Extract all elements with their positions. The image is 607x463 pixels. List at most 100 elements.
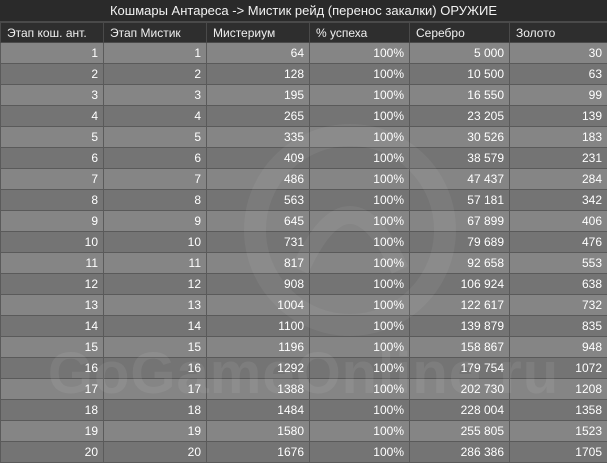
table-cell: 100% <box>310 232 410 253</box>
table-cell: 13 <box>1 295 104 316</box>
table-cell: 1196 <box>207 337 310 358</box>
table-cell: 106 924 <box>410 274 510 295</box>
column-header: Серебро <box>410 23 510 43</box>
column-header: Этап Мистик <box>104 23 207 43</box>
table-cell: 15 <box>104 337 207 358</box>
table-cell: 16 <box>1 358 104 379</box>
table-cell: 5 <box>104 127 207 148</box>
table-cell: 12 <box>104 274 207 295</box>
table-cell: 286 386 <box>410 442 510 463</box>
table-cell: 100% <box>310 379 410 400</box>
table-cell: 20 <box>104 442 207 463</box>
data-table: Этап кош. ант. Этап Мистик Мистериум % у… <box>0 22 607 463</box>
table-cell: 100% <box>310 421 410 442</box>
table-cell: 122 617 <box>410 295 510 316</box>
table-cell: 202 730 <box>410 379 510 400</box>
table-cell: 63 <box>510 64 607 85</box>
table-cell: 11 <box>1 253 104 274</box>
column-header: Золото <box>510 23 607 43</box>
table-cell: 64 <box>207 43 310 64</box>
table-cell: 67 899 <box>410 211 510 232</box>
table-cell: 5 000 <box>410 43 510 64</box>
table-cell: 79 689 <box>410 232 510 253</box>
table-cell: 30 526 <box>410 127 510 148</box>
table-cell: 99 <box>510 85 607 106</box>
table-cell: 100% <box>310 358 410 379</box>
table-cell: 5 <box>1 127 104 148</box>
table-cell: 2 <box>104 64 207 85</box>
table-cell: 1 <box>1 43 104 64</box>
table-cell: 638 <box>510 274 607 295</box>
table-cell: 17 <box>1 379 104 400</box>
table-cell: 1072 <box>510 358 607 379</box>
table-cell: 1 <box>104 43 207 64</box>
table-cell: 1676 <box>207 442 310 463</box>
table-cell: 100% <box>310 190 410 211</box>
table-cell: 139 <box>510 106 607 127</box>
table-cell: 406 <box>510 211 607 232</box>
table-cell: 342 <box>510 190 607 211</box>
table-cell: 1388 <box>207 379 310 400</box>
table-cell: 8 <box>104 190 207 211</box>
table-cell: 100% <box>310 295 410 316</box>
table-cell: 1292 <box>207 358 310 379</box>
table-cell: 18 <box>1 400 104 421</box>
table-cell: 100% <box>310 148 410 169</box>
table-cell: 179 754 <box>410 358 510 379</box>
table-cell: 255 805 <box>410 421 510 442</box>
table-cell: 645 <box>207 211 310 232</box>
table-cell: 6 <box>1 148 104 169</box>
table-cell: 553 <box>510 253 607 274</box>
table-cell: 183 <box>510 127 607 148</box>
table-cell: 23 205 <box>410 106 510 127</box>
table-cell: 100% <box>310 316 410 337</box>
table-cell: 1705 <box>510 442 607 463</box>
table-cell: 11 <box>104 253 207 274</box>
table-cell: 1358 <box>510 400 607 421</box>
table-cell: 476 <box>510 232 607 253</box>
table-cell: 732 <box>510 295 607 316</box>
table-cell: 14 <box>104 316 207 337</box>
table-cell: 1580 <box>207 421 310 442</box>
table-cell: 2 <box>1 64 104 85</box>
table-cell: 10 <box>1 232 104 253</box>
column-header: Этап кош. ант. <box>1 23 104 43</box>
table-cell: 47 437 <box>410 169 510 190</box>
table-cell: 1484 <box>207 400 310 421</box>
table-header-row: Этап кош. ант. Этап Мистик Мистериум % у… <box>1 23 607 43</box>
table-cell: 19 <box>104 421 207 442</box>
table-cell: 835 <box>510 316 607 337</box>
table-cell: 1523 <box>510 421 607 442</box>
table-cell: 4 <box>1 106 104 127</box>
column-header: Мистериум <box>207 23 310 43</box>
table-cell: 486 <box>207 169 310 190</box>
table-cell: 284 <box>510 169 607 190</box>
column-header: % успеха <box>310 23 410 43</box>
table-cell: 335 <box>207 127 310 148</box>
table-cell: 3 <box>104 85 207 106</box>
table-cell: 7 <box>104 169 207 190</box>
table-cell: 18 <box>104 400 207 421</box>
table-cell: 948 <box>510 337 607 358</box>
table-cell: 231 <box>510 148 607 169</box>
table-cell: 14 <box>1 316 104 337</box>
table-cell: 19 <box>1 421 104 442</box>
table-cell: 731 <box>207 232 310 253</box>
table-cell: 409 <box>207 148 310 169</box>
table-cell: 9 <box>1 211 104 232</box>
table-cell: 100% <box>310 106 410 127</box>
table-cell: 7 <box>1 169 104 190</box>
table-cell: 100% <box>310 127 410 148</box>
table-cell: 92 658 <box>410 253 510 274</box>
table-cell: 908 <box>207 274 310 295</box>
